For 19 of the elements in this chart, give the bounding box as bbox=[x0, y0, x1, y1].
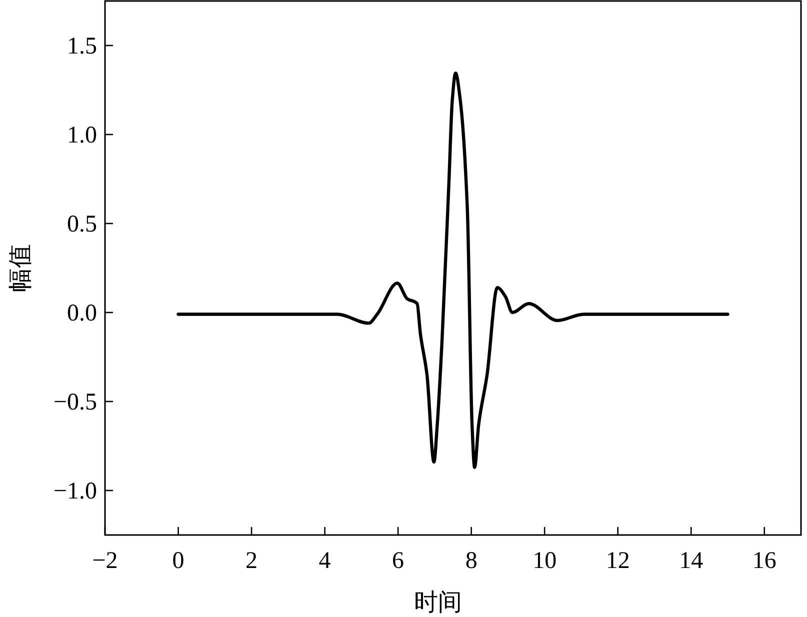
x-tick-label: 8 bbox=[465, 548, 478, 574]
x-tick-label: 16 bbox=[752, 548, 776, 574]
x-tick-label: 4 bbox=[318, 548, 331, 574]
y-tick-label: 1.0 bbox=[67, 122, 97, 148]
x-tick-label: 6 bbox=[392, 548, 404, 574]
y-tick-label: 0.5 bbox=[67, 212, 97, 238]
y-axis-title: 幅值 bbox=[8, 244, 34, 292]
y-tick-label: 0.0 bbox=[67, 300, 97, 326]
x-tick-label: −2 bbox=[92, 548, 118, 574]
x-tick-label: 10 bbox=[532, 548, 557, 574]
line-series bbox=[176, 71, 730, 469]
y-tick-label: −1.0 bbox=[53, 478, 97, 504]
x-axis-title: 时间 bbox=[414, 590, 462, 616]
y-tick-label: −0.5 bbox=[53, 390, 97, 416]
y-tick-label: 1.5 bbox=[67, 34, 97, 60]
x-tick-label: 0 bbox=[172, 548, 184, 574]
x-tick-label: 2 bbox=[246, 548, 258, 574]
x-tick-label: 14 bbox=[679, 548, 704, 574]
x-tick-label: 12 bbox=[606, 548, 630, 574]
